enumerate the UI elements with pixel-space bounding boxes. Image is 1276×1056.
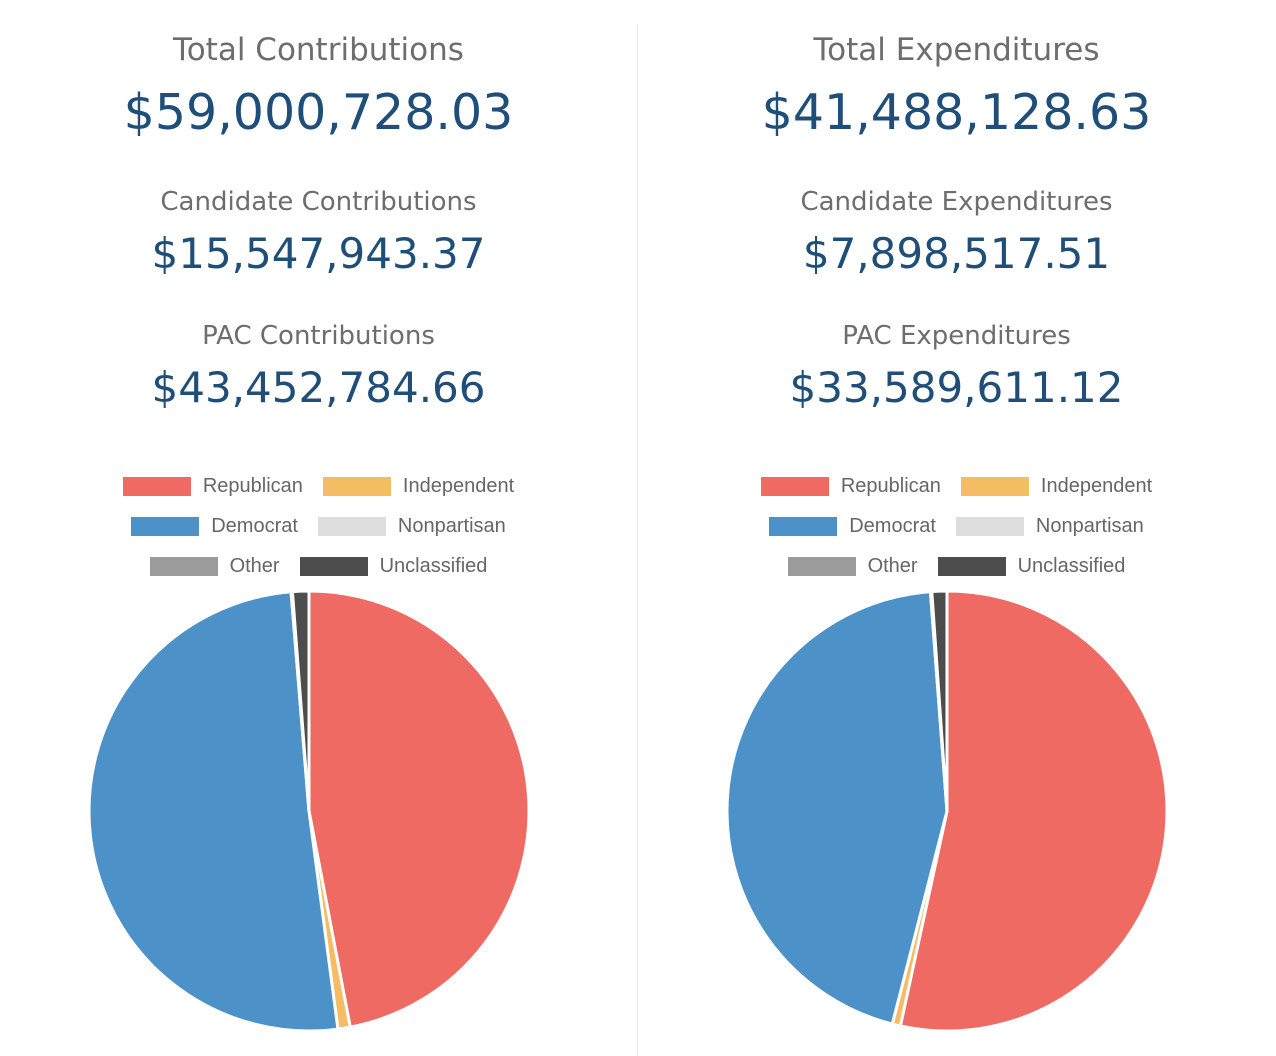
legend-item-nonpartisan[interactable]: Nonpartisan xyxy=(955,514,1144,538)
total-expenditures-label: Total Expenditures xyxy=(813,32,1100,68)
legend-label: Unclassified xyxy=(379,554,488,577)
pie-slice-unclassified[interactable] xyxy=(930,589,949,813)
contributions-pie-chart xyxy=(87,589,531,1033)
legend-label: Republican xyxy=(202,474,303,497)
pie-slice-democrat[interactable] xyxy=(725,590,949,1026)
legend-label: Nonpartisan xyxy=(1035,514,1144,537)
pie-slice-democrat[interactable] xyxy=(87,590,340,1033)
total-contributions-label: Total Contributions xyxy=(173,32,464,68)
legend-swatch xyxy=(760,476,829,496)
legend-item-nonpartisan[interactable]: Nonpartisan xyxy=(317,514,506,538)
legend-label: Democrat xyxy=(211,514,298,537)
expenditures-pie-chart xyxy=(725,589,1169,1033)
legend-item-independent[interactable]: Independent xyxy=(322,474,515,498)
pac-contributions-label: PAC Contributions xyxy=(202,321,435,351)
legend-swatch xyxy=(787,556,856,576)
legend-label: Republican xyxy=(840,474,941,497)
legend-swatch xyxy=(317,516,386,536)
pie-slice-republican[interactable] xyxy=(898,589,1169,1033)
contributions-legend: Republican Independent Democrat Nonparti… xyxy=(0,466,637,586)
legend-item-unclassified[interactable]: Unclassified xyxy=(299,554,488,578)
legend-swatch xyxy=(955,516,1024,536)
pie-slice-unclassified[interactable] xyxy=(290,589,311,813)
legend-swatch xyxy=(769,516,838,536)
legend-item-other[interactable]: Other xyxy=(149,554,280,578)
legend-label: Other xyxy=(867,554,918,577)
legend-swatch xyxy=(149,556,218,576)
pac-contributions-value: $43,452,784.66 xyxy=(151,363,486,412)
legend-label: Nonpartisan xyxy=(397,514,506,537)
legend-label: Unclassified xyxy=(1017,554,1126,577)
pac-expenditures-value: $33,589,611.12 xyxy=(789,363,1124,412)
legend-item-other[interactable]: Other xyxy=(787,554,918,578)
legend-swatch xyxy=(131,516,200,536)
candidate-expenditures-value: $7,898,517.51 xyxy=(802,229,1111,278)
pac-expenditures-label: PAC Expenditures xyxy=(842,321,1071,351)
legend-item-democrat[interactable]: Democrat xyxy=(131,515,298,538)
legend-item-unclassified[interactable]: Unclassified xyxy=(937,554,1126,578)
pie-slice-republican[interactable] xyxy=(307,589,531,1029)
legend-label: Other xyxy=(229,554,280,577)
contributions-panel: Total Contributions $59,000,728.03 Candi… xyxy=(0,0,637,1056)
legend-swatch xyxy=(937,556,1006,576)
legend-swatch xyxy=(299,556,368,576)
expenditures-legend: Republican Independent Democrat Nonparti… xyxy=(638,466,1275,586)
legend-swatch xyxy=(960,476,1029,496)
legend-item-independent[interactable]: Independent xyxy=(960,474,1153,498)
legend-item-republican[interactable]: Republican xyxy=(760,474,941,498)
candidate-contributions-value: $15,547,943.37 xyxy=(151,229,486,278)
legend-item-democrat[interactable]: Democrat xyxy=(769,515,936,538)
legend-item-republican[interactable]: Republican xyxy=(122,474,303,498)
panel-divider xyxy=(637,24,638,1056)
legend-label: Independent xyxy=(402,474,515,497)
legend-label: Democrat xyxy=(849,514,936,537)
candidate-expenditures-label: Candidate Expenditures xyxy=(800,187,1113,217)
candidate-contributions-label: Candidate Contributions xyxy=(160,187,477,217)
legend-swatch xyxy=(122,476,191,496)
total-expenditures-value: $41,488,128.63 xyxy=(761,84,1152,141)
expenditures-panel: Total Expenditures $41,488,128.63 Candid… xyxy=(638,0,1275,1056)
legend-swatch xyxy=(322,476,391,496)
total-contributions-value: $59,000,728.03 xyxy=(123,84,514,141)
legend-label: Independent xyxy=(1040,474,1153,497)
